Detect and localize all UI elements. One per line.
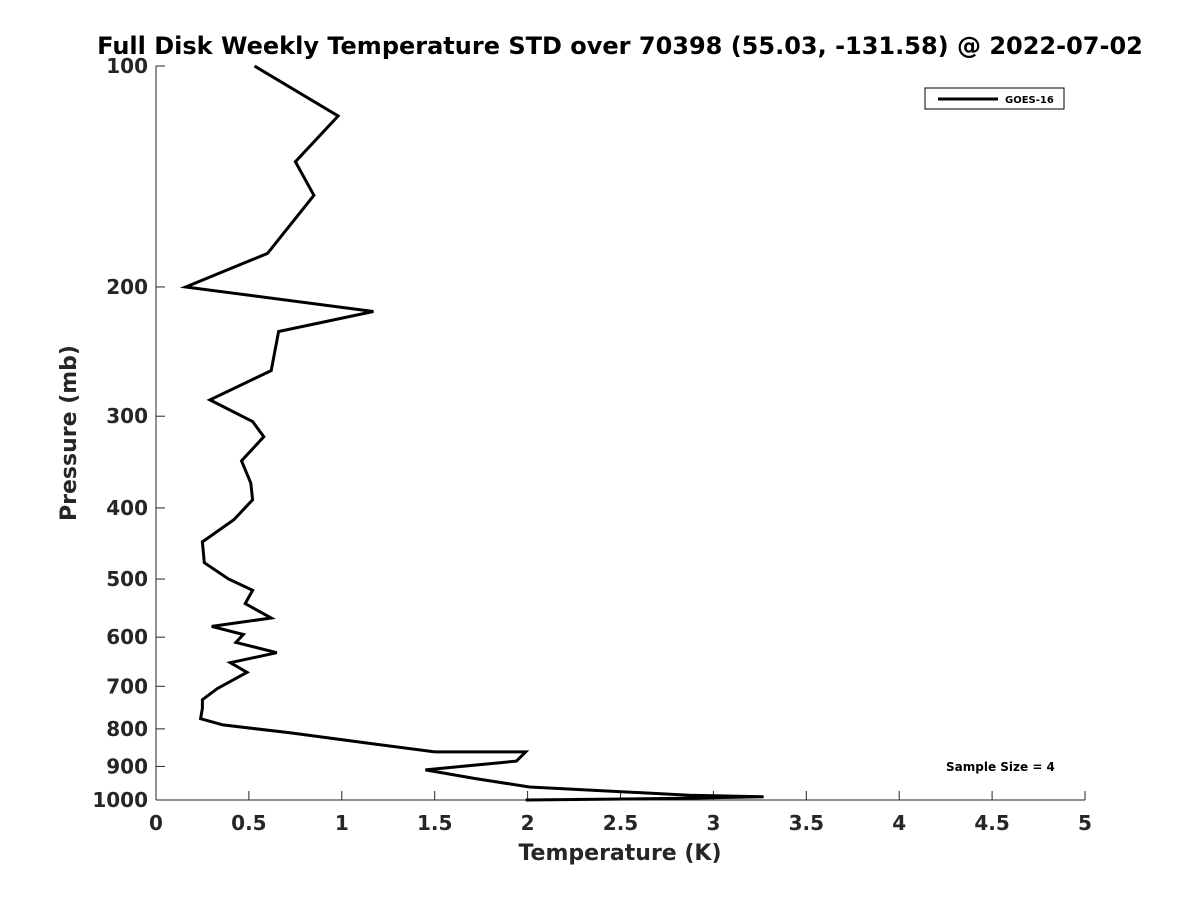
legend: GOES-16: [924, 87, 1065, 110]
sample-size-annotation: Sample Size = 4: [946, 760, 1055, 774]
x-axis-label: Temperature (K): [518, 841, 721, 866]
y-tick-label: 1000: [92, 788, 148, 812]
y-tick-label: 600: [106, 625, 148, 649]
y-axis-label: Pressure (mb): [57, 345, 82, 521]
x-tick-label: 4: [892, 811, 906, 835]
x-tick-label: 3.5: [789, 811, 824, 835]
y-tick-label: 900: [106, 754, 148, 778]
y-tick-label: 100: [106, 54, 148, 78]
y-axis-ticks: 100 200 300 400 500 600 700 800 900 1000: [92, 54, 165, 812]
x-tick-label: 3: [706, 811, 720, 835]
x-tick-label: 0: [149, 811, 163, 835]
x-tick-label: 2: [521, 811, 535, 835]
x-tick-label: 0.5: [231, 811, 266, 835]
y-tick-label: 800: [106, 717, 148, 741]
y-tick-label: 500: [106, 567, 148, 591]
y-tick-label: 300: [106, 404, 148, 428]
y-tick-label: 400: [106, 496, 148, 520]
series-layer: [179, 64, 764, 802]
legend-entry-goes-16: GOES-16: [1005, 95, 1054, 106]
x-tick-label: 5: [1078, 811, 1092, 835]
series-line-0: [179, 64, 764, 802]
x-tick-label: 1.5: [417, 811, 452, 835]
y-tick-label: 700: [106, 674, 148, 698]
x-tick-label: 1: [335, 811, 349, 835]
y-tick-label: 200: [106, 275, 148, 299]
x-tick-label: 4.5: [974, 811, 1009, 835]
x-axis-ticks: 0 0.5 1 1.5 2 2.5 3 3.5 4 4.5 5: [149, 791, 1092, 835]
chart-title: Full Disk Weekly Temperature STD over 70…: [97, 32, 1143, 60]
x-tick-label: 2.5: [603, 811, 638, 835]
